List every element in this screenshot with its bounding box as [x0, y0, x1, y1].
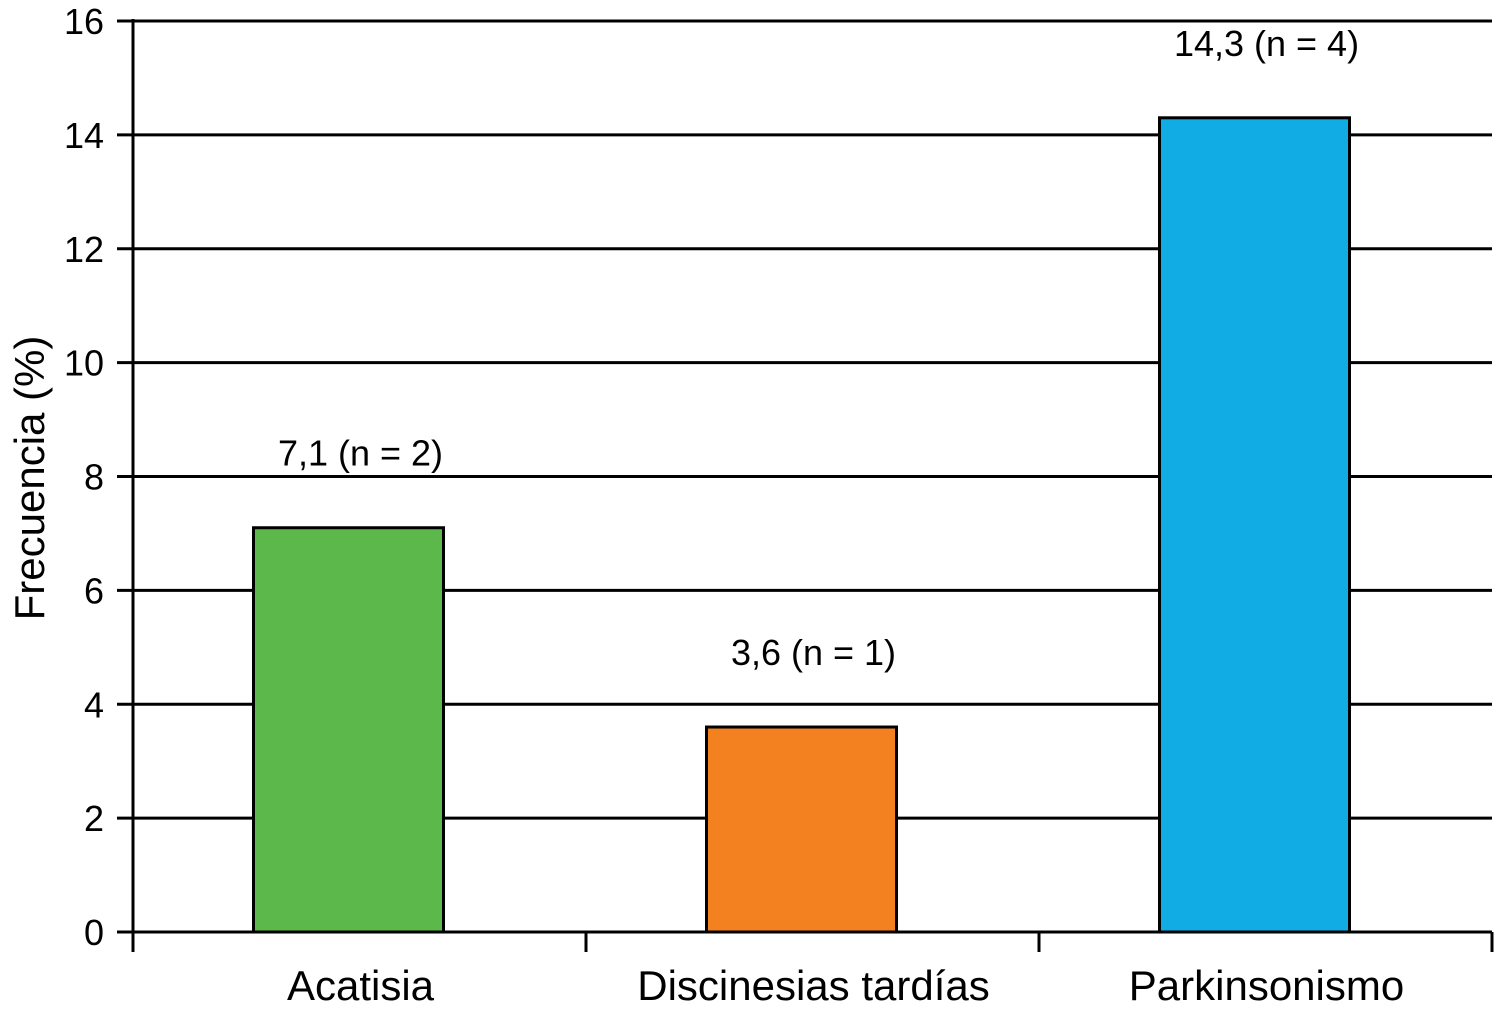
y-tick-label: 12: [64, 229, 104, 270]
y-axis-title: Frecuencia (%): [6, 336, 53, 621]
y-tick-label: 0: [84, 912, 104, 953]
axes: [117, 19, 1494, 952]
data-label: 3,6 (n = 1): [731, 632, 896, 673]
y-tick-label: 14: [64, 115, 104, 156]
x-category-label: Discinesias tardías: [637, 962, 989, 1009]
y-tick-label: 8: [84, 457, 104, 498]
x-category-label: Acatisia: [287, 962, 435, 1009]
x-category-label: Parkinsonismo: [1129, 962, 1404, 1009]
data-label: 7,1 (n = 2): [278, 433, 443, 474]
labels: 0 2 4 6 8 10 12 14 16 7,1 (n = 2) Acatisia 3,6 (n =…: [64, 1, 1404, 1009]
y-tick-label: 2: [84, 798, 104, 839]
y-tick-label: 6: [84, 570, 104, 611]
y-tick-label: 4: [84, 684, 104, 725]
bars: [252, 116, 1351, 934]
data-label: 14,3 (n = 4): [1174, 23, 1359, 64]
bar: [1158, 116, 1351, 934]
bar: [252, 526, 445, 934]
y-tick-label: 10: [64, 343, 104, 384]
bar: [705, 725, 898, 934]
y-tick-label: 16: [64, 1, 104, 42]
